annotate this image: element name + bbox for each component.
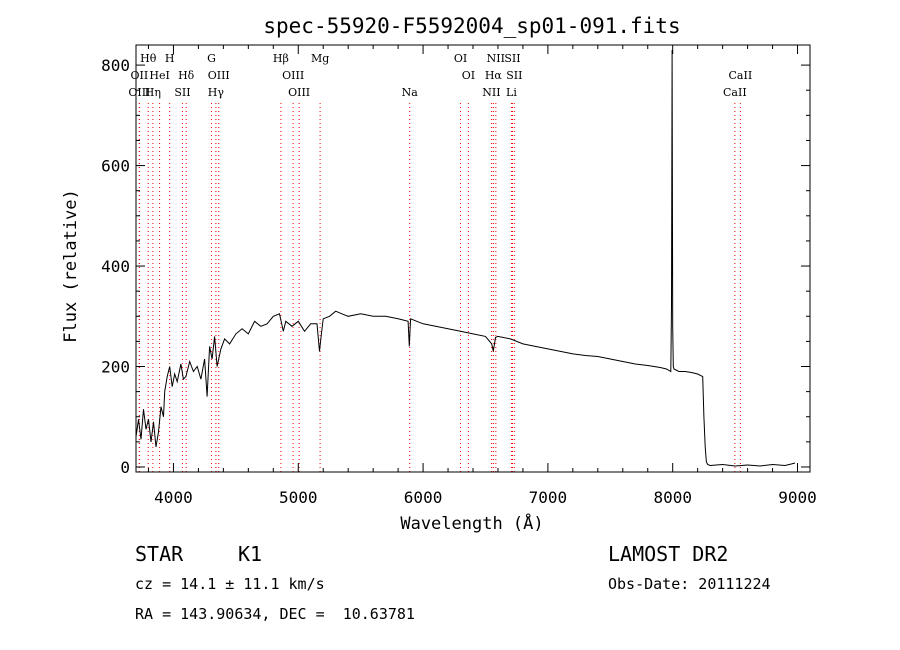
spectral-line-label: Hδ xyxy=(178,69,195,82)
y-axis-label: Flux (relative) xyxy=(61,189,81,343)
object-subclass: K1 xyxy=(238,542,263,566)
spectral-line-label: SII xyxy=(174,86,190,99)
spectrum-series-line xyxy=(135,49,796,467)
spectral-line-label: Hβ xyxy=(273,52,289,65)
x-tick-label: 9000 xyxy=(778,488,817,507)
spectral-line-label: Li xyxy=(506,86,517,99)
spectral-line-label: Hη xyxy=(145,86,161,99)
spectral-line-label: Mg xyxy=(311,52,329,65)
x-tick-label: 8000 xyxy=(653,488,692,507)
y-axis: 0 200 400 600 800 xyxy=(101,56,810,477)
spectral-line-label: NII xyxy=(487,52,505,65)
spectral-line-label: SII xyxy=(504,52,520,65)
spectral-line-label: OIII xyxy=(282,69,304,82)
object-class: STAR xyxy=(135,542,184,566)
y-tick-label: 600 xyxy=(101,157,130,176)
spectral-line-label: SII xyxy=(506,69,522,82)
y-tick-label: 800 xyxy=(101,56,130,75)
y-tick-label: 0 xyxy=(120,458,130,477)
x-tick-label: 6000 xyxy=(404,488,443,507)
obs-date: Obs-Date: 20111224 xyxy=(608,575,771,593)
x-tick-label: 7000 xyxy=(529,488,568,507)
x-axis: 4000 5000 6000 7000 8000 9000 xyxy=(147,45,817,507)
coordinates-readout: RA = 143.90634, DEC = 10.63781 xyxy=(135,605,415,623)
spectral-line-label: Na xyxy=(402,86,419,99)
x-tick-label: 5000 xyxy=(279,488,318,507)
spectral-line-label: OII xyxy=(131,69,149,82)
plot-frame xyxy=(135,44,811,473)
spectral-line-markers xyxy=(138,103,741,472)
spectral-line-label: H xyxy=(165,52,175,65)
spectral-line-label: HeI xyxy=(149,69,169,82)
spectral-line-label: OIII xyxy=(288,86,310,99)
spectral-line-label: Hγ xyxy=(208,86,225,99)
spectral-line-label: OI xyxy=(454,52,467,65)
spectral-line-label: OIII xyxy=(208,69,230,82)
spectral-line-label: CaII xyxy=(723,86,747,99)
y-tick-label: 400 xyxy=(101,257,130,276)
x-tick-label: 4000 xyxy=(154,488,193,507)
spectral-line-label: Hθ xyxy=(140,52,157,65)
spectral-line-label: G xyxy=(207,52,216,65)
chart-title: spec-55920-F5592004_sp01-091.fits xyxy=(263,14,680,38)
x-axis-label: Wavelength (Å) xyxy=(400,512,543,534)
spectral-line-label: CaII xyxy=(729,69,753,82)
spectral-line-label: NII xyxy=(482,86,500,99)
redshift-readout: cz = 14.1 ± 11.1 km/s xyxy=(135,575,325,593)
survey-name: LAMOST DR2 xyxy=(608,542,729,566)
spectral-line-label: OI xyxy=(462,69,475,82)
spectral-line-label: Hα xyxy=(485,69,503,82)
y-tick-label: 200 xyxy=(101,358,130,377)
spectral-line-label: OIII xyxy=(128,86,150,99)
